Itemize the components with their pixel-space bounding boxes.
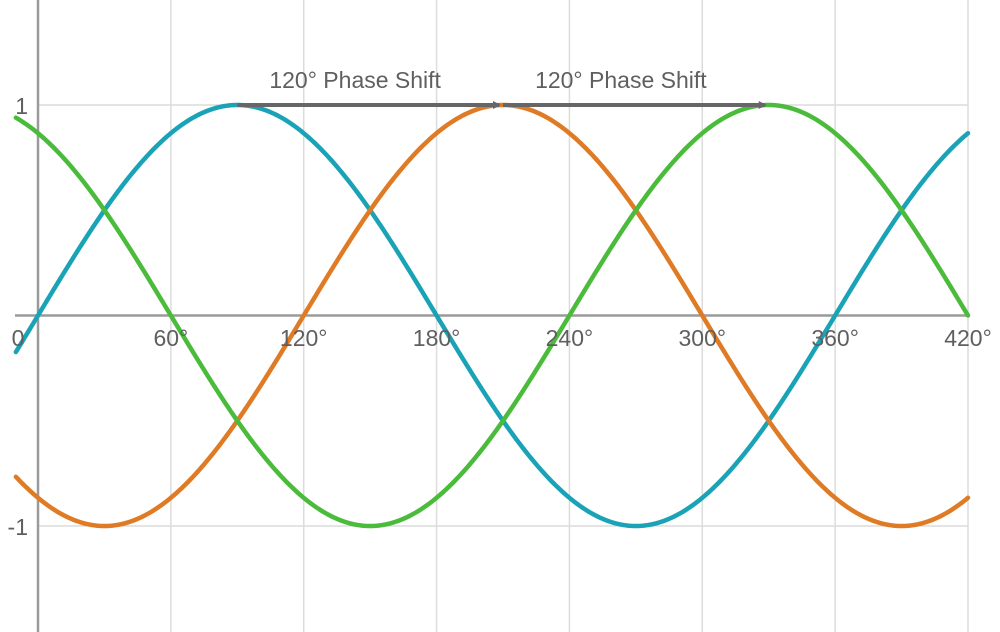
axes [15, 0, 969, 632]
series-line-1 [13, 102, 971, 529]
x-tick-label: 240° [546, 325, 594, 351]
y-tick-label: -1 [8, 514, 28, 540]
x-tick-label: 360° [811, 325, 859, 351]
tick-labels: 0 60° 120° 180° 240° 300° 360° 420° 1 -1 [8, 93, 992, 540]
y-tick-label: 1 [15, 93, 28, 119]
x-tick-label: 0 [12, 325, 25, 351]
x-tick-label: 300° [679, 325, 727, 351]
annotations: 120° Phase Shift 120° Phase Shift [237, 67, 767, 109]
series-line-3 [13, 102, 971, 529]
phase-shift-label: 120° Phase Shift [535, 67, 707, 93]
x-tick-label: 60° [153, 325, 188, 351]
x-tick-label: 420° [944, 325, 992, 351]
x-tick-label: 120° [280, 325, 328, 351]
x-tick-label: 180° [413, 325, 461, 351]
phase-shift-label: 120° Phase Shift [269, 67, 441, 93]
